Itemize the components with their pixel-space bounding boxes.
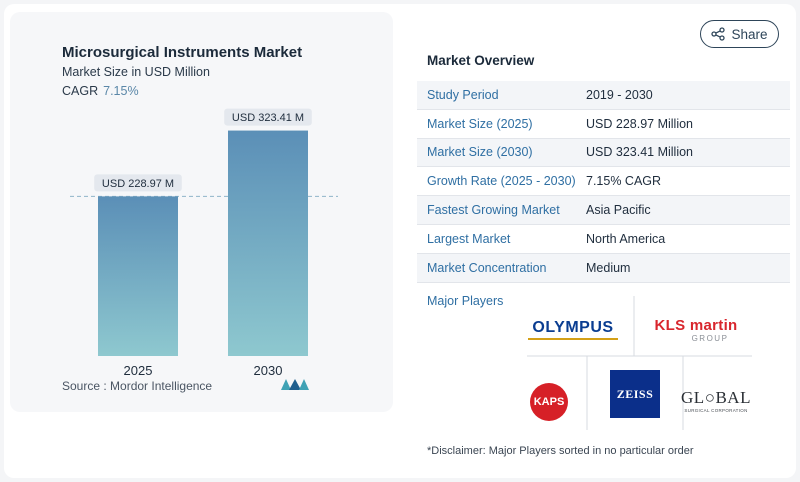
olympus-underline (528, 337, 618, 340)
row-label: Market Size (2030) (427, 145, 533, 160)
data-label-bg (94, 174, 182, 192)
row-label: Fastest Growing Market (427, 203, 560, 218)
row-value: USD 323.41 Million (586, 145, 693, 160)
cagr-label: CAGR (62, 84, 99, 98)
row-value: Asia Pacific (586, 203, 651, 218)
data-label-bg (224, 108, 312, 126)
overview-row: Market Size (2025) USD 228.97 Million (417, 110, 790, 139)
chart-card (10, 12, 393, 412)
share-button[interactable]: Share (700, 20, 779, 48)
overview-row: Largest Market North America (417, 225, 790, 254)
row-value: North America (586, 231, 666, 246)
disclaimer-text: *Disclaimer: Major Players sorted in no … (427, 445, 694, 457)
row-label: Largest Market (427, 231, 511, 246)
kaps-circle: KAPS (530, 383, 568, 421)
overview-row: Growth Rate (2025 - 2030) 7.15% CAGR (417, 167, 790, 197)
major-players-title: Major Players (427, 294, 504, 308)
kaps-logo[interactable]: KAPS (528, 382, 570, 422)
row-value: 2019 - 2030 (586, 87, 653, 102)
row-label: Market Size (2025) (427, 116, 533, 131)
category-label: 2025 (124, 363, 153, 378)
overview-row: Study Period 2019 - 2030 (417, 81, 790, 110)
row-label: Growth Rate (2025 - 2030) (427, 174, 576, 189)
market-overview-title: Market Overview (427, 53, 535, 68)
data-label: USD 228.97 M (102, 178, 174, 190)
zeiss-logo-text: ZEISS (616, 386, 654, 401)
row-value: Medium (586, 260, 631, 275)
global-surgical-logo[interactable]: GL○BAL SURGICAL CORPORATION (681, 385, 751, 415)
chart-cagr: CAGR 7.15% (62, 84, 139, 98)
mordor-logo-icon (281, 379, 309, 390)
kls-martin-logo[interactable]: KLS martin GROUP (646, 314, 746, 346)
global-logo-text: GL○BAL (681, 387, 751, 407)
source-label: Source : (62, 379, 107, 393)
zeiss-logo[interactable]: ZEISS (610, 370, 660, 418)
category-label: 2030 (254, 363, 283, 378)
olympus-logo[interactable]: OLYMPUS (526, 314, 620, 344)
olympus-logo-text: OLYMPUS (532, 318, 614, 336)
bar-2030 (228, 130, 308, 356)
share-label: Share (731, 26, 768, 42)
source-note: Source : Mordor Intelligence (62, 379, 212, 393)
kls-logo-text: KLS martin (654, 317, 738, 334)
row-value: USD 228.97 Million (586, 116, 693, 131)
cagr-value: 7.15% (103, 84, 139, 98)
source-value: Mordor Intelligence (110, 379, 213, 393)
bar-2025 (98, 196, 178, 356)
share-icon (711, 27, 726, 41)
row-label: Study Period (427, 87, 499, 102)
kls-logo-subtext: GROUP (691, 334, 729, 343)
overview-row: Fastest Growing Market Asia Pacific (417, 196, 790, 225)
chart-subtitle: Market Size in USD Million (62, 65, 210, 79)
bar-chart: USD 228.97 M 2025 USD 323.41 M 2030 (70, 108, 338, 378)
overview-row: Market Concentration Medium (417, 253, 790, 283)
market-overview-table: Study Period 2019 - 2030 Market Size (202… (417, 81, 790, 283)
overview-row: Market Size (2030) USD 323.41 Million (417, 138, 790, 168)
row-value: 7.15% CAGR (586, 174, 662, 189)
global-logo-subtext: SURGICAL CORPORATION (684, 407, 748, 413)
kaps-logo-text: KAPS (533, 396, 565, 408)
chart-title: Microsurgical Instruments Market (62, 44, 303, 61)
data-label: USD 323.41 M (232, 112, 304, 124)
row-label: Market Concentration (427, 260, 547, 275)
